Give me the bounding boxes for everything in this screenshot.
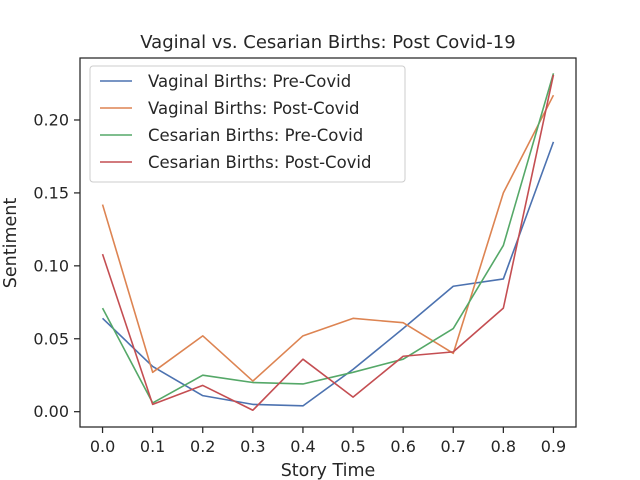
y-tick-label: 0.05: [33, 329, 69, 348]
legend-box: [89, 65, 406, 183]
x-tick-label: 0.0: [90, 437, 115, 456]
x-tick-label: 0.5: [340, 437, 365, 456]
y-axis-title: Sentiment: [1, 198, 21, 289]
series-layer: [101, 73, 555, 412]
x-tick-label: 0.2: [190, 437, 215, 456]
series-line-1: [101, 141, 555, 407]
legend-label-1: Vaginal Births: Pre-Covid: [148, 72, 351, 91]
x-axis: 0.0 0.1 0.2 0.3 0.4 0.5 0.6 0.7 0.8 0.9: [90, 427, 566, 456]
legend: Vaginal Births: Pre-Covid Vaginal Births:…: [89, 65, 406, 183]
x-tick-label: 0.1: [140, 437, 165, 456]
series-line-2: [101, 94, 555, 382]
x-tick-label: 0.9: [541, 437, 566, 456]
legend-label-4: Cesarian Births: Post-Covid: [148, 153, 372, 172]
x-tick-label: 0.6: [390, 437, 415, 456]
y-axis: 0.00 0.05 0.10 0.15 0.20: [33, 110, 80, 421]
x-tick-label: 0.4: [290, 437, 315, 456]
y-tick-label: 0.15: [33, 183, 69, 202]
chart-title: Vaginal vs. Cesarian Births: Post Covid-…: [140, 32, 515, 53]
x-tick-label: 0.8: [491, 437, 516, 456]
series-line-4: [101, 74, 555, 412]
x-tick-label: 0.7: [441, 437, 466, 456]
legend-label-3: Cesarian Births: Pre-Covid: [148, 126, 363, 145]
legend-label-2: Vaginal Births: Post-Covid: [148, 99, 360, 118]
plot-area-frame: [79, 57, 577, 428]
y-tick-label: 0.20: [33, 110, 69, 129]
x-axis-title: Story Time: [281, 461, 376, 480]
y-tick-label: 0.00: [33, 402, 69, 421]
x-tick-label: 0.3: [240, 437, 265, 456]
y-tick-label: 0.10: [33, 256, 69, 275]
